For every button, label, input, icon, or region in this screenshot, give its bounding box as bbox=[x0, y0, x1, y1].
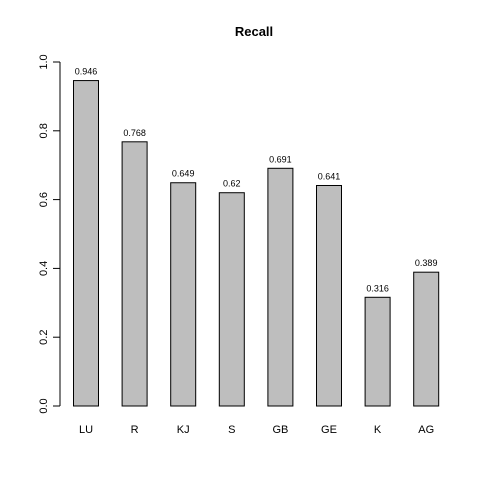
bar-gb bbox=[267, 167, 294, 407]
x-category-label: LU bbox=[79, 424, 93, 436]
bar-s bbox=[218, 192, 245, 407]
bar-value-label: 0.946 bbox=[75, 67, 98, 77]
x-category-label: KJ bbox=[177, 424, 190, 436]
x-axis-labels: LU R KJ S GB GE K AG bbox=[79, 424, 434, 436]
y-tick-label: 0.4 bbox=[38, 261, 50, 276]
y-tick-label: 0.8 bbox=[38, 123, 50, 138]
bar-k bbox=[364, 296, 391, 407]
bar-value-label: 0.316 bbox=[366, 283, 389, 293]
x-category-label: K bbox=[374, 424, 382, 436]
bar-r bbox=[121, 141, 148, 407]
bar-value-label: 0.691 bbox=[269, 154, 292, 164]
x-category-label: R bbox=[131, 424, 139, 436]
y-tick-label: 0.0 bbox=[38, 398, 50, 413]
x-category-label: GE bbox=[321, 424, 337, 436]
x-category-label: GB bbox=[272, 424, 288, 436]
chart-title: Recall bbox=[235, 24, 273, 39]
y-axis: 0.0 0.2 0.4 0.6 0.8 1.0 bbox=[38, 54, 61, 414]
bar-value-label: 0.389 bbox=[415, 258, 438, 268]
bar-value-label: 0.649 bbox=[172, 169, 195, 179]
y-tick-label: 0.6 bbox=[38, 192, 50, 207]
x-category-label: S bbox=[228, 424, 235, 436]
bar-ag bbox=[413, 271, 440, 407]
bars bbox=[73, 80, 440, 407]
x-category-label: AG bbox=[418, 424, 434, 436]
bar-value-label: 0.768 bbox=[123, 128, 146, 138]
bar-value-label: 0.62 bbox=[223, 179, 241, 189]
bar-kj bbox=[170, 182, 197, 407]
y-tick-label: 0.2 bbox=[38, 330, 50, 345]
bar-value-label: 0.641 bbox=[318, 171, 341, 181]
value-labels: 0.946 0.768 0.649 0.62 0.691 0.641 0.316 0.389 bbox=[75, 67, 438, 294]
bar-ge bbox=[316, 184, 342, 407]
y-tick-label: 1.0 bbox=[38, 54, 50, 69]
bar-lu bbox=[73, 80, 99, 407]
